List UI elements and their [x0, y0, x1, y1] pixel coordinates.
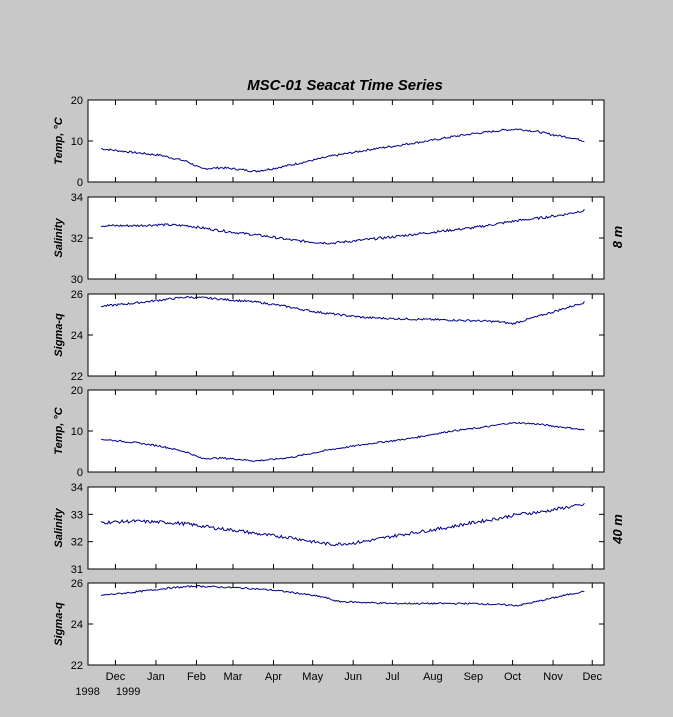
depth-label-8m: 8 m: [610, 225, 625, 248]
axes-frame: [87, 389, 605, 473]
y-axis-label: Sigma-q: [53, 602, 65, 646]
y-tick-label: 10: [71, 136, 83, 148]
axes-frame: [87, 486, 605, 570]
x-tick-label-month: Jun: [344, 671, 362, 683]
y-tick-label: 0: [77, 467, 83, 479]
depth-label-40m: 40 m: [610, 514, 625, 545]
x-tick-label-month: Jan: [147, 671, 165, 683]
x-tick-label-month: May: [302, 671, 323, 683]
axes-frame: [87, 582, 605, 666]
axes-frame: [87, 99, 605, 183]
chart-title: MSC-01 Seacat Time Series: [247, 77, 443, 94]
y-tick-label: 22: [71, 660, 83, 672]
panel-2: 30 32 34 Salinity: [53, 192, 605, 286]
y-tick-label: 34: [71, 482, 83, 494]
x-tick-label-month: Oct: [504, 671, 521, 683]
y-tick-label: 10: [71, 426, 83, 438]
x-tick-labels: Dec 1998 Jan 1999 Feb Mar Apr May Jun Jul Aug Sep Oc…: [75, 671, 602, 698]
series-line: [100, 585, 585, 607]
y-axis-label: Salinity: [53, 508, 65, 548]
series-line: [100, 502, 585, 547]
panel-1: 0 10 20 Temp, °C: [53, 95, 605, 189]
series-line: [101, 128, 585, 173]
x-tick-label-month: Sep: [464, 671, 484, 683]
series-line: [100, 421, 585, 462]
y-tick-label: 31: [71, 564, 83, 576]
y-tick-label: 26: [71, 578, 83, 590]
y-tick-label: 30: [71, 274, 83, 286]
series-line: [100, 295, 585, 326]
y-tick-label: 24: [71, 619, 83, 631]
y-tick-label: 20: [71, 385, 83, 397]
x-tick-label-month: Apr: [265, 671, 282, 683]
panel-6: 22 24 26 Sigma-q: [53, 578, 605, 672]
x-tick-label-month: Feb: [187, 671, 206, 683]
y-tick-label: 34: [71, 192, 83, 204]
y-axis-label: Temp, °C: [53, 116, 65, 164]
axes-frame: [87, 293, 605, 377]
x-tick-label-year: 1998: [75, 686, 99, 698]
y-tick-label: 24: [71, 330, 83, 342]
y-axis-label: Temp, °C: [53, 406, 65, 454]
x-tick-label-month: Dec: [106, 671, 126, 683]
y-tick-label: 33: [71, 509, 83, 521]
x-tick-label-month: Nov: [543, 671, 563, 683]
series-line: [100, 208, 585, 245]
panel-4: 0 10 20 Temp, °C: [53, 385, 605, 479]
y-axis-label: Salinity: [53, 218, 65, 258]
panel-5: 31 32 33 34 Salinity: [53, 482, 605, 576]
y-tick-label: 32: [71, 537, 83, 549]
x-tick-label-month: Dec: [582, 671, 602, 683]
panel-3: 22 24 26 Sigma-q: [53, 289, 605, 383]
x-tick-label-month: Jul: [385, 671, 399, 683]
axes-frame: [87, 196, 605, 280]
x-tick-label-year: 1999: [116, 686, 140, 698]
x-tick-label-month: Mar: [224, 671, 243, 683]
y-tick-label: 20: [71, 95, 83, 107]
y-axis-label: Sigma-q: [53, 313, 65, 357]
y-tick-label: 26: [71, 289, 83, 301]
y-tick-label: 22: [71, 371, 83, 383]
y-tick-label: 0: [77, 177, 83, 189]
x-tick-label-month: Aug: [423, 671, 443, 683]
panels-group: 0 10 20 Temp, °C 30 32 34 Salinity 22 24 26 Sigma-q…: [53, 95, 605, 672]
y-tick-label: 32: [71, 233, 83, 245]
